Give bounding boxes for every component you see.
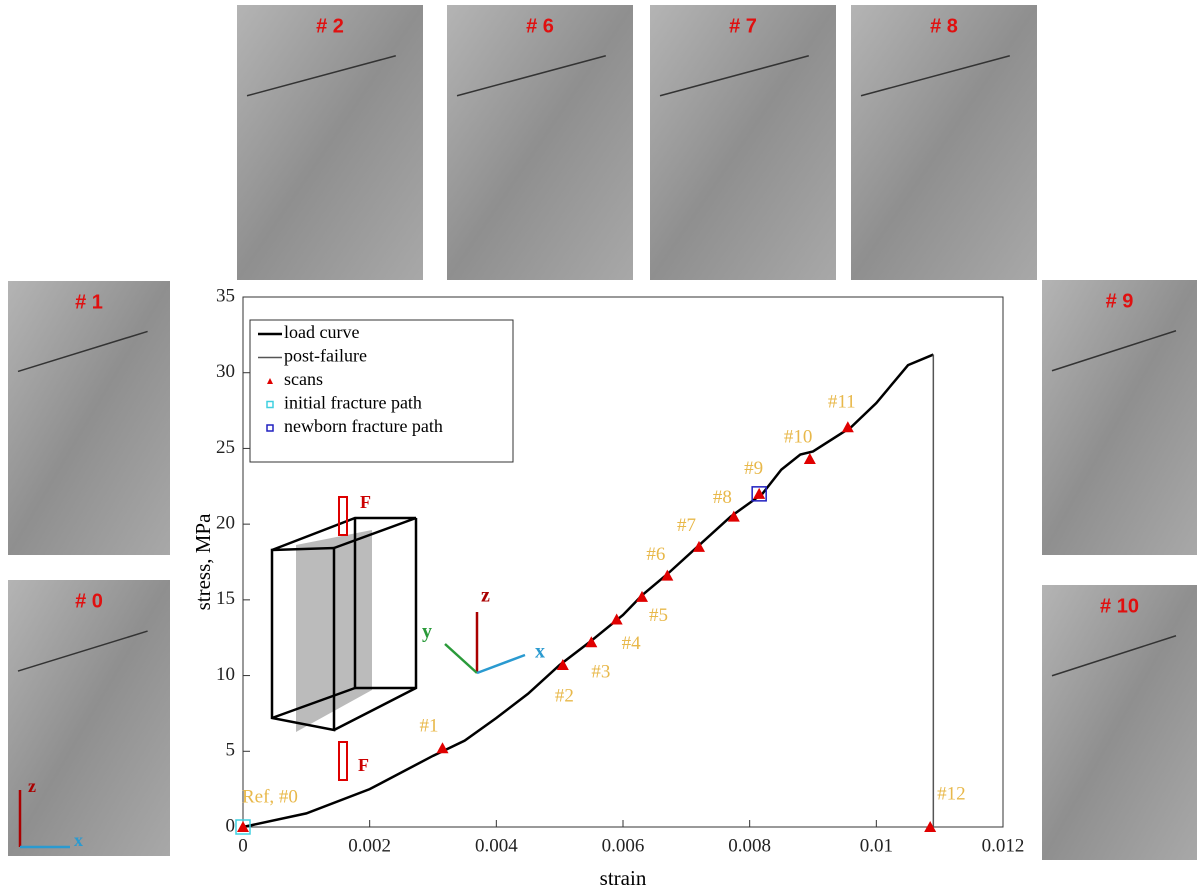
crack	[1051, 635, 1177, 677]
y-tick-label: 35	[216, 285, 235, 306]
legend-label: load curve	[284, 322, 359, 342]
scan-label: #10	[784, 426, 813, 447]
y-tick-label: 0	[226, 815, 236, 836]
ct-image	[447, 5, 633, 280]
ct-image	[8, 580, 170, 856]
image-label: # 0	[75, 590, 103, 612]
scan-marker	[237, 821, 249, 832]
x-tick-label: 0.004	[475, 835, 518, 856]
y-tick-label: 25	[216, 437, 235, 458]
scan-marker	[841, 421, 854, 433]
legend-swatch	[267, 378, 273, 384]
y-tick-label: 15	[216, 588, 235, 609]
scan-label: #1	[420, 716, 439, 737]
scan-label: Ref, #0	[242, 786, 298, 807]
ct-image	[650, 5, 836, 280]
y-tick-label: 5	[226, 740, 236, 761]
crack	[17, 330, 148, 373]
scan-label: #12	[937, 783, 966, 804]
x-tick-label: 0.008	[728, 835, 771, 856]
ct-image	[237, 5, 423, 280]
axes-diagram	[18, 612, 526, 849]
scan-marker	[556, 658, 569, 670]
axis-label: x	[74, 830, 83, 850]
scan-marker	[803, 453, 816, 465]
legend-label: initial fracture path	[284, 393, 422, 413]
curve	[242, 353, 934, 829]
legend-label: post-failure	[284, 346, 367, 366]
axis-label: x	[535, 641, 545, 663]
ct-image	[1042, 585, 1197, 860]
x-tick-label: 0	[238, 835, 248, 856]
scan-label: #6	[646, 544, 665, 565]
scan-label: #5	[649, 605, 668, 626]
scan-marker	[610, 613, 623, 625]
image-label: # 9	[1106, 290, 1134, 312]
scan-marker	[661, 569, 674, 581]
ct-image	[851, 5, 1037, 280]
crack	[659, 55, 809, 97]
specimen-diagram	[270, 496, 418, 781]
x-axis-label: strain	[600, 866, 647, 890]
path-marker	[235, 819, 251, 835]
y-tick-label: 10	[216, 664, 235, 685]
scan-label: #4	[622, 633, 642, 654]
crack	[456, 55, 606, 97]
ct-image	[1042, 280, 1197, 555]
y-tick-label: 20	[216, 513, 235, 534]
force-label: F	[358, 755, 369, 775]
image-label: # 6	[526, 15, 554, 37]
scan-label: #2	[555, 685, 574, 706]
legend-label: newborn fracture path	[284, 416, 443, 436]
image-label: # 10	[1100, 595, 1139, 617]
image-label: # 8	[930, 15, 958, 37]
legend-label: scans	[284, 369, 323, 389]
x-tick-label: 0.002	[348, 835, 391, 856]
legend-swatch	[266, 424, 274, 432]
image-label: # 7	[729, 15, 757, 37]
scan-label: #7	[677, 515, 696, 536]
x-tick-label: 0.01	[860, 835, 893, 856]
scan-marker	[727, 510, 740, 522]
scan-marker	[585, 636, 598, 648]
ct-image	[8, 281, 170, 555]
scan-label: #8	[713, 487, 732, 508]
legend-swatch	[266, 400, 274, 409]
scan-marker	[636, 590, 648, 602]
scan-marker	[924, 821, 937, 832]
force-label: F	[360, 492, 371, 512]
image-label: # 1	[75, 291, 103, 313]
x-tick-label: 0.006	[602, 835, 645, 856]
scan-label: #11	[828, 392, 856, 413]
x-tick-label: 0.012	[982, 835, 1025, 856]
scan-marker	[693, 540, 705, 552]
crack	[246, 55, 396, 97]
image-label: # 2	[316, 15, 344, 37]
y-axis-label: stress, MPa	[191, 513, 215, 611]
scan-label: #3	[591, 662, 610, 683]
axis-label: z	[481, 585, 490, 607]
scan-label: #9	[744, 458, 763, 479]
scan-marker	[753, 487, 766, 499]
axis-label: y	[422, 621, 432, 643]
scan-marker	[436, 742, 449, 754]
crack	[860, 55, 1010, 97]
crack	[17, 630, 148, 672]
legend-box	[249, 319, 514, 463]
y-tick-label: 30	[216, 361, 235, 382]
axis-label: z	[28, 776, 36, 796]
path-marker	[751, 486, 767, 502]
crack	[1051, 330, 1177, 372]
